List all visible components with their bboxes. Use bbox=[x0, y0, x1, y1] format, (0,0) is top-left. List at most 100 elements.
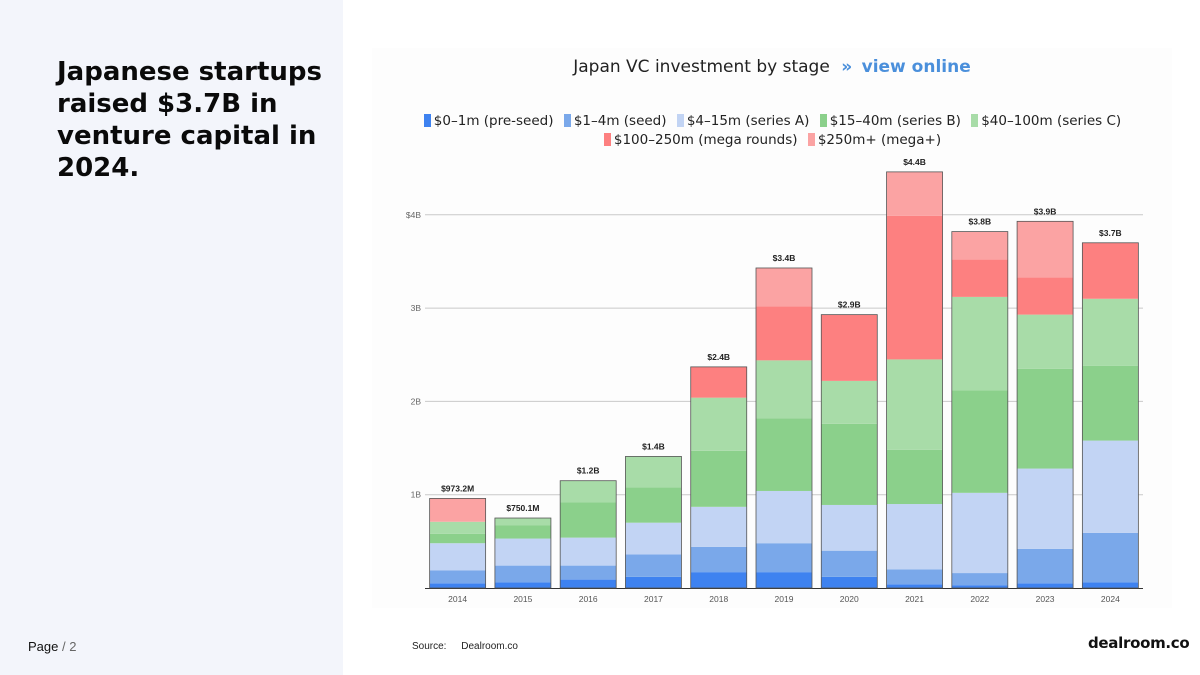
bar-segment bbox=[821, 576, 878, 588]
bar-segment bbox=[886, 215, 943, 360]
bar-outline bbox=[886, 171, 943, 589]
bar-total-label: $3.8B bbox=[968, 217, 991, 227]
bar-segment bbox=[1017, 468, 1074, 549]
legend-swatch bbox=[676, 114, 684, 127]
x-tick-label: 2022 bbox=[970, 594, 989, 604]
bar-segment bbox=[429, 583, 486, 588]
bar-segment bbox=[429, 498, 486, 522]
legend-item[interactable]: $250m+ (mega+) bbox=[807, 131, 942, 150]
bar-segment bbox=[886, 449, 943, 505]
x-tick-label: 2023 bbox=[1036, 594, 1055, 604]
bar-outline bbox=[1081, 242, 1139, 589]
bar-segment bbox=[690, 572, 747, 588]
bar-segment bbox=[494, 565, 551, 583]
bar-segment bbox=[560, 502, 617, 538]
legend-swatch bbox=[603, 133, 611, 146]
bar-segment bbox=[821, 314, 878, 381]
page-separator: / bbox=[62, 639, 70, 654]
bar-segment bbox=[494, 582, 551, 588]
bar-segment bbox=[1082, 242, 1139, 299]
bar-segment bbox=[886, 359, 943, 450]
bar-segment bbox=[1017, 368, 1074, 469]
bar-outline bbox=[755, 267, 813, 589]
bar-segment bbox=[1082, 365, 1139, 441]
x-tick-label: 2018 bbox=[709, 594, 728, 604]
bar-segment bbox=[951, 296, 1008, 391]
y-tick-label: 2B bbox=[411, 396, 422, 406]
bar-segment bbox=[560, 579, 617, 588]
bar-segment bbox=[756, 267, 812, 307]
bar-segment bbox=[886, 171, 943, 216]
source-value: Dealroom.co bbox=[461, 641, 518, 652]
bar-total-label: $750.1M bbox=[506, 503, 539, 513]
bar-segment bbox=[1017, 221, 1074, 278]
bar-segment bbox=[690, 506, 747, 547]
bar-segment bbox=[625, 456, 682, 488]
legend-item[interactable]: $1–4m (seed) bbox=[563, 112, 667, 131]
legend-swatch bbox=[563, 114, 571, 127]
x-tick-label: 2020 bbox=[840, 594, 859, 604]
bar-segment bbox=[690, 546, 747, 573]
legend-item[interactable]: $15–40m (series B) bbox=[819, 112, 961, 131]
bar-segment bbox=[560, 565, 617, 580]
dealroom-logo: dealroom.co bbox=[1088, 634, 1190, 652]
bar-outline bbox=[1016, 220, 1074, 589]
bar-segment bbox=[560, 480, 617, 503]
bar-segment bbox=[625, 487, 682, 523]
bar-segment bbox=[886, 584, 943, 588]
bar-segment bbox=[625, 554, 682, 577]
bar-segment bbox=[886, 504, 943, 570]
bar-outline bbox=[429, 498, 487, 589]
bar-segment bbox=[690, 397, 747, 451]
bar-segment bbox=[625, 576, 682, 588]
legend-item[interactable]: $0–1m (pre-seed) bbox=[423, 112, 554, 131]
legend-item[interactable]: $4–15m (series A) bbox=[676, 112, 810, 131]
bar-segment bbox=[429, 570, 486, 584]
source-note: Source: Dealroom.co bbox=[412, 641, 518, 652]
bar-segment bbox=[494, 518, 551, 526]
x-tick-label: 2014 bbox=[448, 594, 467, 604]
bar-segment bbox=[756, 418, 812, 491]
bar-segment bbox=[821, 380, 878, 424]
bar-segment bbox=[951, 231, 1008, 260]
bar-segment bbox=[886, 569, 943, 585]
legend-label: $100–250m (mega rounds) bbox=[613, 132, 798, 148]
bar-total-label: $3.9B bbox=[1034, 206, 1057, 216]
bar-segment bbox=[1082, 440, 1139, 533]
bar-outline bbox=[690, 366, 748, 589]
bar-segment bbox=[494, 538, 551, 566]
legend-swatch bbox=[423, 114, 431, 127]
bar-total-label: $4.4B bbox=[903, 157, 926, 167]
bar-segment bbox=[560, 537, 617, 566]
page-label: Page bbox=[28, 639, 59, 654]
legend-swatch bbox=[807, 133, 815, 146]
bar-segment bbox=[429, 521, 486, 534]
view-online-link[interactable]: view online bbox=[861, 57, 971, 77]
bar-segment bbox=[756, 543, 812, 573]
page-indicator: Page / 2 bbox=[28, 639, 76, 654]
bar-segment bbox=[756, 306, 812, 361]
bar-segment bbox=[1017, 314, 1074, 369]
bar-segment bbox=[756, 490, 812, 544]
x-tick-label: 2021 bbox=[905, 594, 924, 604]
bar-total-label: $3.7B bbox=[1099, 228, 1122, 238]
source-label: Source: bbox=[412, 641, 447, 652]
bar-outline bbox=[951, 231, 1009, 589]
bar-segment bbox=[1017, 277, 1074, 315]
legend-swatch bbox=[819, 114, 827, 127]
legend-item[interactable]: $40–100m (series C) bbox=[971, 112, 1121, 131]
x-tick-label: 2017 bbox=[644, 594, 663, 604]
bar-segment bbox=[429, 543, 486, 571]
legend-item[interactable]: $100–250m (mega rounds) bbox=[603, 131, 798, 150]
legend-label: $250m+ (mega+) bbox=[817, 132, 942, 148]
bar-segment bbox=[951, 492, 1008, 574]
bar-total-label: $973.2M bbox=[441, 483, 474, 493]
bar-segment bbox=[821, 550, 878, 577]
bar-outline bbox=[625, 456, 682, 589]
bar-segment bbox=[821, 423, 878, 505]
page-total: 2 bbox=[69, 639, 77, 654]
bar-segment bbox=[951, 390, 1008, 493]
legend-label: $4–15m (series A) bbox=[686, 113, 810, 129]
bar-segment bbox=[1082, 298, 1139, 366]
headline: Japanese startups raised $3.7B in ventur… bbox=[57, 57, 322, 183]
